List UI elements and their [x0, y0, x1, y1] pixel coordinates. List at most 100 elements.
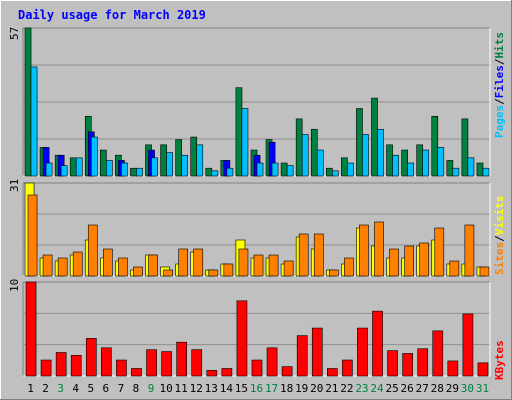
pages-bar-day-1: [30, 66, 38, 177]
legend-sites: Sites: [493, 242, 506, 275]
kbytes-bar-day-19: [296, 335, 308, 377]
pages-bar-day-17: [271, 162, 279, 177]
sites-bar-day-2: [42, 254, 53, 277]
hits-bar-day-1: [24, 27, 32, 177]
sites-bar-day-20: [313, 233, 324, 277]
pages-bar-day-25: [392, 154, 399, 177]
hits-bar-day-28: [431, 115, 439, 177]
hits-bar-day-19: [295, 118, 303, 177]
legend-hits: Hits: [493, 32, 506, 59]
hits-bar-day-18: [280, 162, 288, 177]
day-axis-labels: 1 2 3 4 5 6 7 8 9 10 11 12 13 14 15 16 17 18 19 20 21 22 23 24 2…: [27, 382, 489, 395]
hits-bar-day-31: [476, 162, 484, 177]
kbytes-bar-day-26: [402, 353, 413, 377]
kbytes-bar-day-7: [116, 359, 127, 377]
kbytes-bar-day-25: [387, 350, 398, 377]
sites-bar-day-7: [118, 257, 128, 277]
sites-bar-day-11: [178, 248, 189, 277]
kbytes-panel: [22, 281, 491, 377]
hits-files-pages-panel: [22, 27, 491, 177]
day-label-7: 7: [118, 382, 125, 395]
hits-bar-day-21: [325, 167, 333, 177]
pages-bar-day-16: [256, 162, 264, 177]
hits-panel-series-legend: Pages/Files/Hits: [493, 32, 506, 138]
day-label-24: 24: [370, 382, 384, 395]
hits-panel-ymax-label: 57: [8, 27, 21, 40]
hits-bar-day-20: [310, 128, 318, 177]
pages-bar-day-11: [181, 154, 189, 177]
kbytes-bar-day-21: [326, 368, 338, 377]
sites-visits-panel: [22, 182, 491, 277]
kbytes-bar-day-17: [266, 347, 278, 377]
kbytes-bar-day-1: [25, 281, 37, 377]
hits-bar-day-27: [416, 144, 424, 177]
kbytes-bar-day-4: [70, 355, 82, 377]
hits-bar-day-8: [130, 167, 137, 177]
hits-bar-day-22: [341, 157, 348, 177]
day-label-17: 17: [265, 382, 278, 395]
sites-bar-day-10: [163, 269, 173, 277]
kbytes-bar-day-16: [251, 359, 263, 377]
sites-bar-day-1: [27, 194, 38, 277]
hits-bar-day-6: [100, 149, 107, 177]
sites-bar-day-19: [298, 233, 309, 277]
pages-bar-day-31: [482, 167, 490, 177]
sites-bar-day-8: [133, 266, 143, 277]
day-label-11: 11: [175, 382, 188, 395]
hits-bar-day-10: [160, 144, 167, 177]
pages-bar-day-24: [377, 128, 384, 177]
pages-bar-day-28: [437, 147, 445, 177]
kbytes-bar-day-13: [206, 370, 218, 377]
pages-bar-day-6: [106, 160, 113, 177]
kbytes-bar-day-10: [161, 351, 172, 377]
kbytes-panel-ymax-label: 10: [8, 279, 21, 292]
day-label-21: 21: [325, 382, 338, 395]
sites-bar-day-18: [283, 260, 294, 277]
kbytes-bar-day-2: [40, 359, 52, 377]
pages-bar-day-18: [286, 165, 294, 177]
day-label-2: 2: [42, 382, 49, 395]
kbytes-bar-day-27: [417, 348, 429, 377]
kbytes-bar-day-29: [447, 360, 459, 377]
sites-bar-day-27: [419, 242, 430, 277]
sites-bar-day-25: [389, 248, 399, 277]
day-label-20: 20: [310, 382, 323, 395]
sites-bar-day-21: [328, 269, 339, 277]
day-label-22: 22: [340, 382, 353, 395]
hits-bar-day-30: [461, 118, 469, 177]
day-label-27: 27: [416, 382, 429, 395]
pages-bar-day-19: [301, 134, 309, 177]
pages-bar-day-3: [60, 165, 68, 177]
kbytes-bar-day-22: [342, 359, 353, 377]
day-label-16: 16: [250, 382, 263, 395]
kbytes-bar-day-6: [101, 347, 112, 377]
pages-bar-day-14: [226, 167, 234, 177]
sites-bar-day-13: [208, 269, 219, 277]
kbytes-bar-day-15: [236, 300, 248, 377]
kbytes-bar-day-11: [176, 341, 188, 377]
hits-bar-day-29: [446, 160, 454, 177]
day-label-18: 18: [280, 382, 293, 395]
legend-sep-2: /: [493, 58, 506, 65]
sites-bar-day-30: [464, 224, 475, 277]
pages-bar-day-23: [362, 134, 369, 177]
hits-bar-day-15: [235, 87, 243, 177]
day-label-8: 8: [133, 382, 140, 395]
pages-bar-day-21: [331, 170, 339, 177]
hits-bar-day-11: [175, 139, 183, 177]
sites-bar-day-24: [374, 221, 384, 277]
pages-bar-day-7: [121, 162, 128, 177]
pages-bar-day-20: [316, 149, 324, 177]
pages-bar-day-30: [467, 157, 475, 177]
hits-bar-day-24: [371, 97, 378, 177]
kbytes-bar-day-28: [432, 330, 444, 377]
kbytes-bar-day-14: [221, 368, 233, 377]
sites-bar-day-12: [193, 248, 204, 277]
sites-panel-ymax-label: 31: [8, 179, 21, 192]
kbytes-bar-day-24: [372, 310, 383, 377]
day-label-19: 19: [295, 382, 308, 395]
sites-bar-day-4: [72, 251, 83, 277]
kbytes-bar-day-20: [311, 327, 323, 377]
legend-sep-3: /: [493, 235, 506, 242]
